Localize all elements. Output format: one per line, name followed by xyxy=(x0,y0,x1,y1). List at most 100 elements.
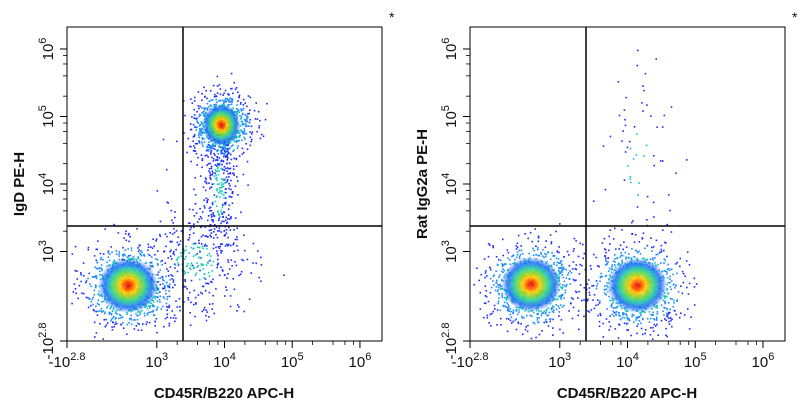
data-point xyxy=(206,102,209,105)
data-point xyxy=(632,220,634,222)
data-point xyxy=(599,300,601,302)
data-point xyxy=(596,299,599,301)
data-point xyxy=(538,317,540,319)
data-point xyxy=(642,232,645,234)
data-point xyxy=(154,297,157,300)
data-point xyxy=(615,311,617,314)
data-point xyxy=(210,105,213,107)
data-point xyxy=(574,290,577,293)
x-tick-label: 103 xyxy=(548,351,571,371)
data-point xyxy=(228,187,230,190)
data-point xyxy=(223,178,225,180)
data-point xyxy=(568,278,570,280)
data-point xyxy=(200,217,203,220)
data-point xyxy=(141,309,143,312)
data-point xyxy=(224,203,227,206)
data-point xyxy=(101,301,103,303)
y-tick-label: 106 xyxy=(37,38,57,61)
data-point xyxy=(631,313,634,316)
data-point xyxy=(225,201,227,204)
data-point xyxy=(205,309,207,311)
data-point xyxy=(207,235,209,238)
data-point xyxy=(557,305,560,307)
data-point xyxy=(166,268,168,270)
data-point xyxy=(165,305,168,308)
data-point xyxy=(114,318,117,320)
data-point xyxy=(514,319,516,321)
data-point xyxy=(217,163,220,166)
data-point xyxy=(213,152,215,155)
data-point xyxy=(246,115,249,118)
data-point xyxy=(479,291,482,294)
data-point xyxy=(157,264,159,266)
data-point xyxy=(498,286,500,289)
data-point xyxy=(283,274,285,276)
data-point xyxy=(201,131,203,134)
data-point xyxy=(113,223,115,226)
data-point xyxy=(227,218,229,220)
data-point xyxy=(668,320,670,323)
data-point xyxy=(563,297,565,299)
data-point xyxy=(507,303,510,306)
data-point xyxy=(208,167,211,170)
data-point xyxy=(199,291,202,294)
data-point xyxy=(81,292,83,295)
data-point xyxy=(639,312,642,315)
data-point xyxy=(593,307,596,310)
data-point xyxy=(240,116,243,118)
data-point xyxy=(211,144,214,146)
data-point xyxy=(166,316,169,319)
data-point xyxy=(623,179,626,181)
data-point xyxy=(679,257,682,260)
data-point xyxy=(151,264,154,267)
data-point xyxy=(646,258,648,261)
data-point xyxy=(167,306,169,309)
data-point xyxy=(223,197,225,199)
data-point xyxy=(524,328,527,331)
data-point xyxy=(111,329,114,331)
data-point xyxy=(614,227,616,230)
data-point xyxy=(236,110,239,112)
data-point xyxy=(200,130,202,133)
data-point xyxy=(613,315,615,317)
data-point xyxy=(216,92,219,94)
data-point xyxy=(159,220,162,223)
data-point xyxy=(223,220,225,223)
data-point xyxy=(170,258,173,260)
data-point xyxy=(193,117,195,119)
data-point xyxy=(190,279,193,282)
data-point xyxy=(643,257,645,260)
data-point xyxy=(545,320,547,323)
data-point xyxy=(633,256,636,258)
data-point xyxy=(191,102,194,104)
data-point xyxy=(187,238,189,241)
data-point xyxy=(169,250,171,253)
data-point xyxy=(96,314,99,316)
data-point xyxy=(230,217,232,220)
data-point xyxy=(529,314,532,317)
data-point xyxy=(234,140,236,143)
data-point xyxy=(228,152,231,154)
data-point xyxy=(201,92,203,95)
data-point xyxy=(583,287,586,289)
data-point xyxy=(183,132,185,134)
data-point xyxy=(241,113,244,116)
data-point xyxy=(163,284,166,287)
data-point xyxy=(104,325,107,328)
data-point xyxy=(517,322,520,325)
data-point xyxy=(208,207,211,210)
data-point xyxy=(175,317,177,320)
data-point xyxy=(159,291,161,293)
data-point xyxy=(604,257,607,260)
data-point xyxy=(204,177,207,179)
data-point xyxy=(201,141,203,143)
data-point xyxy=(210,153,212,155)
data-point xyxy=(652,314,654,316)
data-point xyxy=(244,119,247,121)
data-point xyxy=(631,248,633,250)
data-point xyxy=(618,248,621,250)
data-point xyxy=(93,293,96,296)
data-point xyxy=(130,314,132,317)
data-point xyxy=(624,118,626,121)
